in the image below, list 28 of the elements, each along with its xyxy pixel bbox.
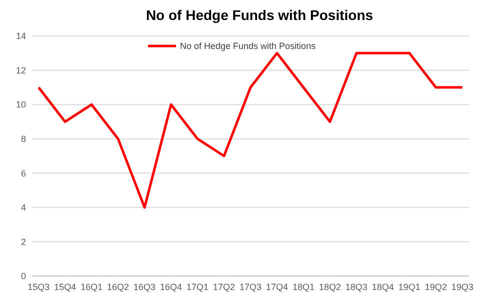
x-tick-label: 17Q3	[239, 282, 262, 292]
x-tick-label: 19Q2	[424, 282, 447, 292]
y-tick-label: 14	[16, 31, 26, 42]
x-tick-label: 17Q4	[266, 282, 288, 292]
x-tick-label: 18Q4	[372, 282, 394, 292]
y-tick-label: 10	[16, 100, 26, 110]
line-series	[37, 52, 464, 209]
y-tick-label: 12	[16, 65, 26, 76]
x-tick-label: 15Q3	[28, 282, 50, 292]
y-tick-label: 6	[20, 168, 26, 178]
y-tick-label: 2	[20, 236, 26, 247]
x-tick-label: 19Q3	[451, 282, 474, 292]
x-tick-label: 17Q2	[213, 282, 236, 292]
x-tick-label: 16Q1	[80, 282, 103, 292]
x-tick-label: 18Q3	[345, 282, 368, 292]
legend-label: No of Hedge Funds with Positions	[180, 41, 316, 52]
x-tick-label: 19Q1	[398, 282, 420, 292]
x-tick-label: 18Q2	[318, 282, 341, 292]
x-tick-label: 16Q3	[134, 282, 156, 292]
x-tick-label: 16Q2	[107, 282, 130, 292]
y-tick-label: 4	[20, 202, 26, 213]
x-tick-label: 18Q1	[292, 282, 314, 292]
x-tick-label: 17Q1	[186, 282, 209, 292]
chart-title: No of Hedge Funds with Positions	[146, 7, 374, 23]
x-tick-label: 15Q4	[54, 282, 76, 292]
y-tick-label: 0	[20, 271, 26, 282]
y-tick-label: 8	[20, 134, 26, 144]
x-tick-label: 16Q4	[160, 282, 182, 292]
